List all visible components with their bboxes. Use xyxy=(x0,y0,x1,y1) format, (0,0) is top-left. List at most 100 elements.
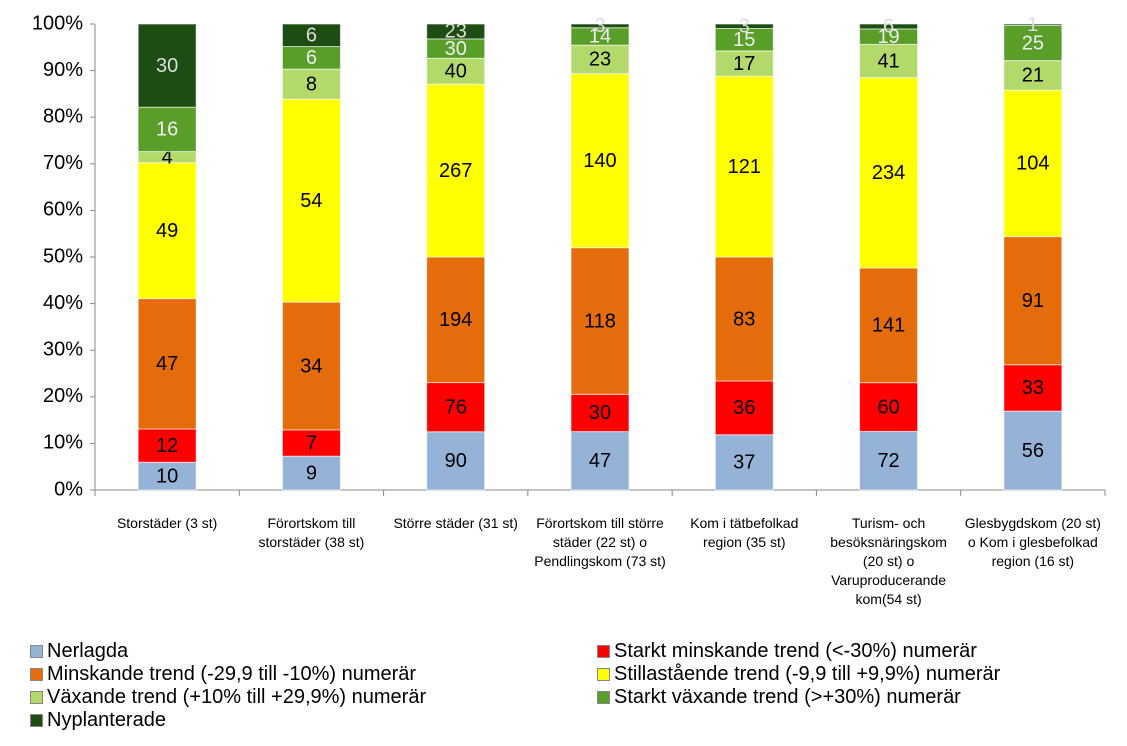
data-label: 4 xyxy=(162,146,173,168)
bar-segment xyxy=(570,23,630,29)
data-label: 49 xyxy=(156,220,178,242)
legend-swatch xyxy=(30,668,43,681)
legend-label: Minskande trend (-29,9 till -10%) numerä… xyxy=(47,663,417,685)
y-tick-label: 70% xyxy=(43,152,83,174)
x-tick-label: Förortskom till större städer (22 st) o … xyxy=(534,515,666,569)
data-label: 47 xyxy=(589,450,611,472)
legend-label: Starkt växande trend (>+30%) numerär xyxy=(614,686,961,708)
y-tick-label: 20% xyxy=(43,385,83,407)
bar-segment xyxy=(281,429,341,457)
data-label: 8 xyxy=(306,73,317,95)
data-label: 121 xyxy=(728,156,761,178)
data-label: 15 xyxy=(733,29,755,51)
legend-swatch xyxy=(30,645,43,658)
data-label: 54 xyxy=(300,190,322,212)
data-label: 140 xyxy=(583,150,616,172)
x-tick-label: Kom i tätbefolkad region (35 st) xyxy=(690,515,799,550)
bar-segment xyxy=(1003,236,1063,366)
legend-swatch xyxy=(597,645,610,658)
y-tick-label: 0% xyxy=(54,478,83,500)
bar-segment xyxy=(714,75,774,258)
data-label: 267 xyxy=(439,160,472,182)
data-label: 33 xyxy=(1022,377,1044,399)
bar-segment xyxy=(281,98,341,303)
legend-label: Nyplanterade xyxy=(47,709,166,731)
bar-segment xyxy=(426,382,486,433)
legend-swatch xyxy=(30,714,43,727)
bar-segment xyxy=(281,301,341,431)
data-label: 90 xyxy=(445,450,467,472)
legend-item: Växande trend (+10% till +29,9%) numerär xyxy=(30,686,426,709)
data-label: 9 xyxy=(306,462,317,484)
data-label: 30 xyxy=(156,55,178,77)
data-label: 47 xyxy=(156,353,178,375)
legend-label: Växande trend (+10% till +29,9%) numerär xyxy=(47,686,427,708)
bar-segment xyxy=(859,267,919,384)
y-tick-label: 100% xyxy=(32,12,83,34)
data-label: 104 xyxy=(1016,153,1049,175)
data-label: 118 xyxy=(584,310,616,332)
bar-segment xyxy=(137,106,197,153)
x-tick-label: Förortskom till storstäder (38 st) xyxy=(258,515,365,550)
data-label: 91 xyxy=(1022,290,1044,312)
legend-item: Minskande trend (-29,9 till -10%) numerä… xyxy=(30,663,416,686)
bar-segment xyxy=(859,77,919,269)
data-label: 17 xyxy=(733,53,755,75)
data-label: 14 xyxy=(589,26,611,48)
data-label: 25 xyxy=(1022,32,1044,54)
y-tick-label: 50% xyxy=(43,245,83,267)
data-label: 83 xyxy=(733,308,755,330)
bar-segment xyxy=(426,431,486,491)
bar-segment xyxy=(426,57,486,85)
bar-segment xyxy=(714,256,774,382)
data-label: 10 xyxy=(156,465,178,487)
data-label: 41 xyxy=(877,50,899,72)
data-label: 6 xyxy=(306,47,317,69)
bar-segment xyxy=(859,430,919,491)
bar-segment xyxy=(137,23,197,108)
legend-item: Starkt växande trend (>+30%) numerär xyxy=(597,686,961,709)
bar-segment xyxy=(714,50,774,77)
y-tick-label: 30% xyxy=(43,338,83,360)
legend-item: Nyplanterade xyxy=(30,709,166,732)
data-label: 72 xyxy=(877,450,899,472)
legend-label: Stillastående trend (-9,9 till +9,9%) nu… xyxy=(614,663,1001,685)
bar-segment xyxy=(570,247,630,395)
bar-segment xyxy=(570,44,630,75)
x-tick-label: Turism- och besöksnäringskom (20 st) o V… xyxy=(830,515,947,607)
bar-segment xyxy=(1003,364,1063,412)
legend-item: Starkt minskande trend (<-30%) numerär xyxy=(597,640,977,663)
bar-segment xyxy=(281,23,341,48)
data-label: 21 xyxy=(1022,65,1044,87)
legend-label: Starkt minskande trend (<-30%) numerär xyxy=(614,640,977,662)
data-label: 1 xyxy=(1027,14,1038,36)
bar-segment xyxy=(859,382,919,432)
data-label: 7 xyxy=(306,432,317,454)
bar-segment xyxy=(859,43,919,79)
bar-segment xyxy=(570,393,630,433)
x-tick-label: Större städer (31 st) xyxy=(393,515,518,531)
data-label: 30 xyxy=(445,38,467,60)
data-label: 60 xyxy=(877,396,899,418)
y-tick-label: 80% xyxy=(43,105,83,127)
data-label: 19 xyxy=(877,26,899,48)
data-label: 234 xyxy=(872,162,905,184)
data-label: 6 xyxy=(306,25,317,47)
bar-segment xyxy=(426,256,486,384)
data-label: 34 xyxy=(300,355,322,377)
bar-segment xyxy=(426,23,486,40)
bar-segment xyxy=(1003,89,1063,238)
bar-segment xyxy=(714,23,774,29)
bar-segment xyxy=(1003,410,1063,491)
data-label: 23 xyxy=(589,49,611,71)
x-tick-label: Glesbygdskom (20 st) o Kom i glesbefolka… xyxy=(964,515,1101,569)
legend-label: Nerlagda xyxy=(47,640,129,662)
data-label: 23 xyxy=(445,21,467,43)
bar-segment xyxy=(1003,23,1063,26)
data-label: 141 xyxy=(872,315,905,337)
bar-segment xyxy=(137,428,197,463)
bar-segment xyxy=(570,431,630,491)
bar-segment xyxy=(281,455,341,491)
